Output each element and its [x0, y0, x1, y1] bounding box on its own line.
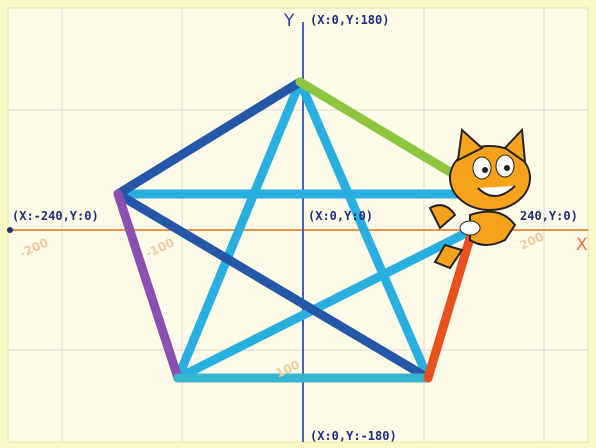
- page: Y X (X:0,Y:180) (X:-240,Y:0) (X:0,Y:0) 2…: [0, 0, 596, 448]
- coordinate-label: (X:-240,Y:0): [12, 209, 99, 223]
- coordinate-label: (X:0,Y:0): [308, 209, 373, 223]
- x-axis-title: X: [576, 235, 588, 255]
- coordinate-label: (X:0,Y:180): [310, 13, 389, 27]
- y-axis-title: Y: [283, 11, 295, 31]
- coordinate-label: 240,Y:0): [520, 209, 578, 223]
- axis-end: [7, 227, 13, 233]
- scratch-stage: Y X (X:0,Y:180) (X:-240,Y:0) (X:0,Y:0) 2…: [0, 0, 596, 448]
- coordinate-label: (X:0,Y:-180): [310, 429, 397, 443]
